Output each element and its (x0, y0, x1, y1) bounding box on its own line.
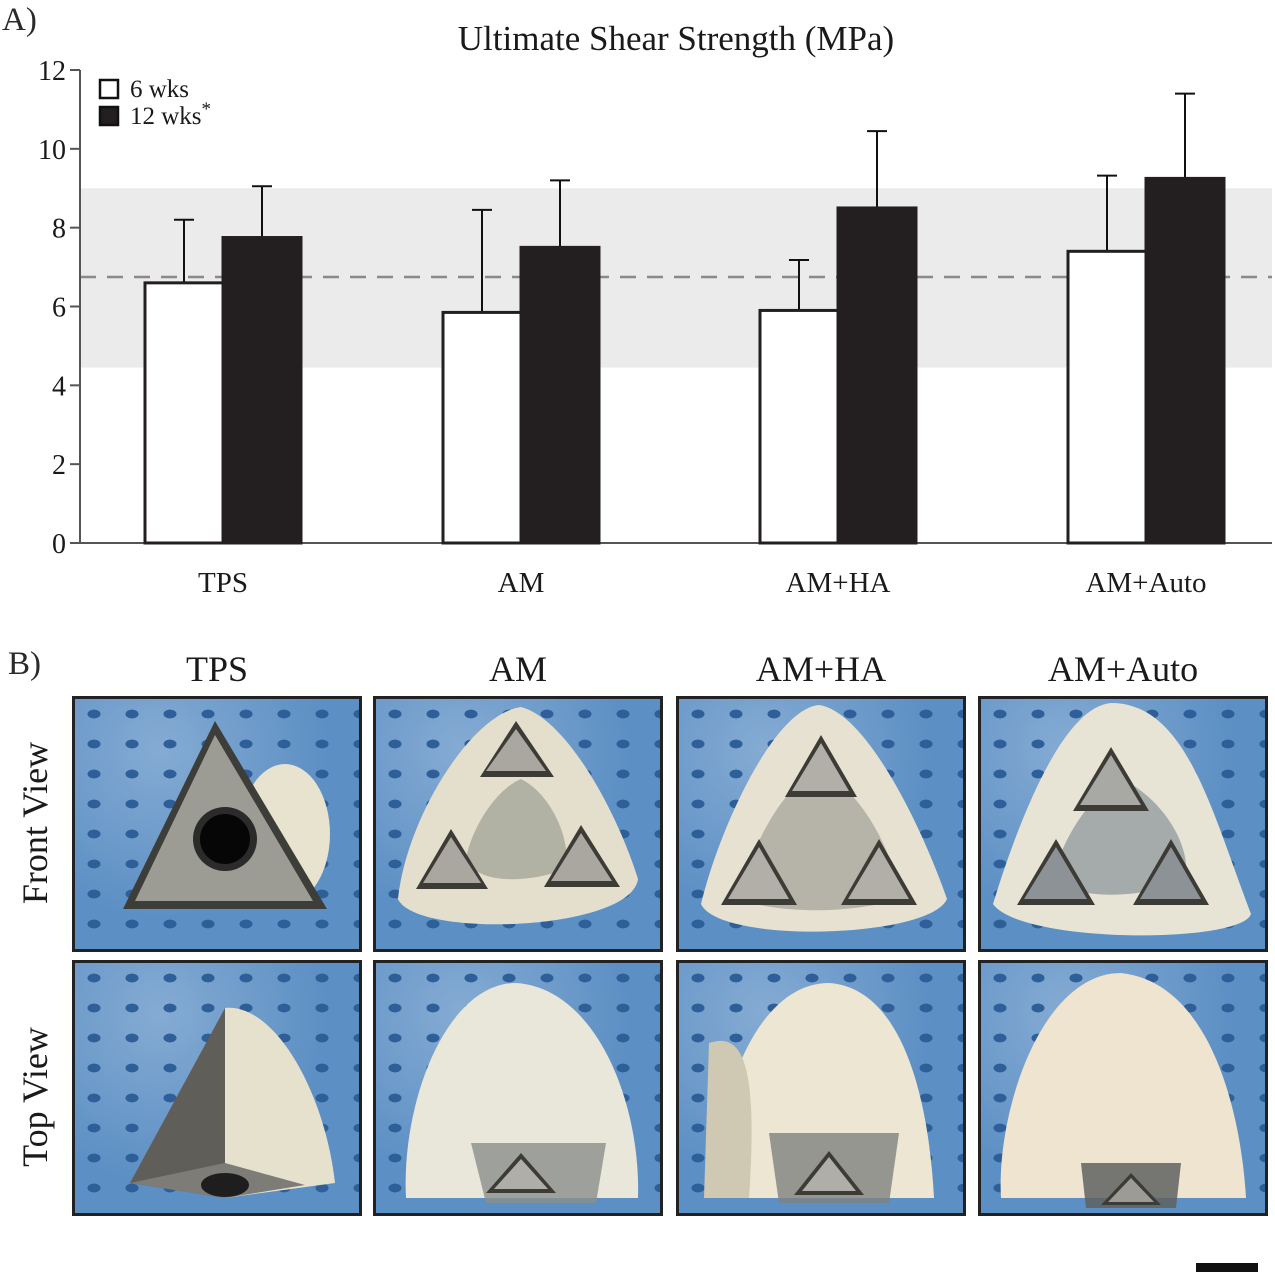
legend-swatch (98, 78, 120, 100)
legend-swatch (98, 105, 120, 127)
scale-bar (1196, 1263, 1258, 1272)
photo-am-top (373, 960, 663, 1216)
x-tick-label: AM (498, 567, 545, 599)
significance-marker: * (202, 99, 212, 120)
x-tick-label: AM+HA (786, 567, 891, 599)
photo-am-front (373, 696, 663, 952)
column-header-am-ha: AM+HA (755, 649, 887, 689)
x-tick-label: TPS (198, 567, 248, 599)
legend-label: 6 wks (130, 76, 189, 103)
panel-b-label: B) (8, 646, 41, 682)
photo-am-auto-front (978, 696, 1268, 952)
bar-12wks-am-ha (836, 206, 918, 545)
bar-12wks-am (519, 245, 601, 545)
bar-6wks-am-auto (1066, 249, 1148, 545)
column-header-tps: TPS (185, 649, 249, 689)
bar-12wks-tps (221, 236, 303, 545)
y-tick-label: 6 (52, 293, 66, 324)
photo-tps-front (72, 696, 362, 952)
row-label-front-view: Front View (15, 741, 55, 905)
photo-am-auto-top (978, 960, 1268, 1216)
y-tick-label: 10 (38, 135, 66, 166)
legend-label: 12 wks* (130, 99, 211, 130)
y-tick-label: 4 (52, 371, 66, 402)
panel-a-label: A) (2, 2, 37, 38)
chart-title: Ultimate Shear Strength (MPa) (458, 19, 894, 58)
column-header-am: AM (488, 649, 547, 689)
x-tick-label: AM+Auto (1085, 567, 1206, 599)
column-header-am-auto: AM+Auto (1047, 649, 1199, 689)
bar-6wks-am (441, 310, 523, 545)
bar-6wks-tps (143, 281, 225, 545)
bar-6wks-am-ha (758, 308, 840, 545)
photo-am-ha-front (676, 696, 966, 952)
shear-strength-chart: 0 2 4 6 8 10 12 Ultimate Shear Strength (MPa) T… (38, 19, 1272, 599)
y-tick-label: 12 (38, 56, 66, 87)
y-tick-label: 8 (52, 214, 66, 245)
photo-am-ha-top (676, 960, 966, 1216)
y-tick-label: 0 (52, 529, 66, 560)
y-tick-label: 2 (52, 450, 66, 481)
row-label-top-view: Top View (15, 1027, 55, 1167)
bar-12wks-am-auto (1144, 176, 1226, 545)
photo-tps-top (72, 960, 362, 1216)
